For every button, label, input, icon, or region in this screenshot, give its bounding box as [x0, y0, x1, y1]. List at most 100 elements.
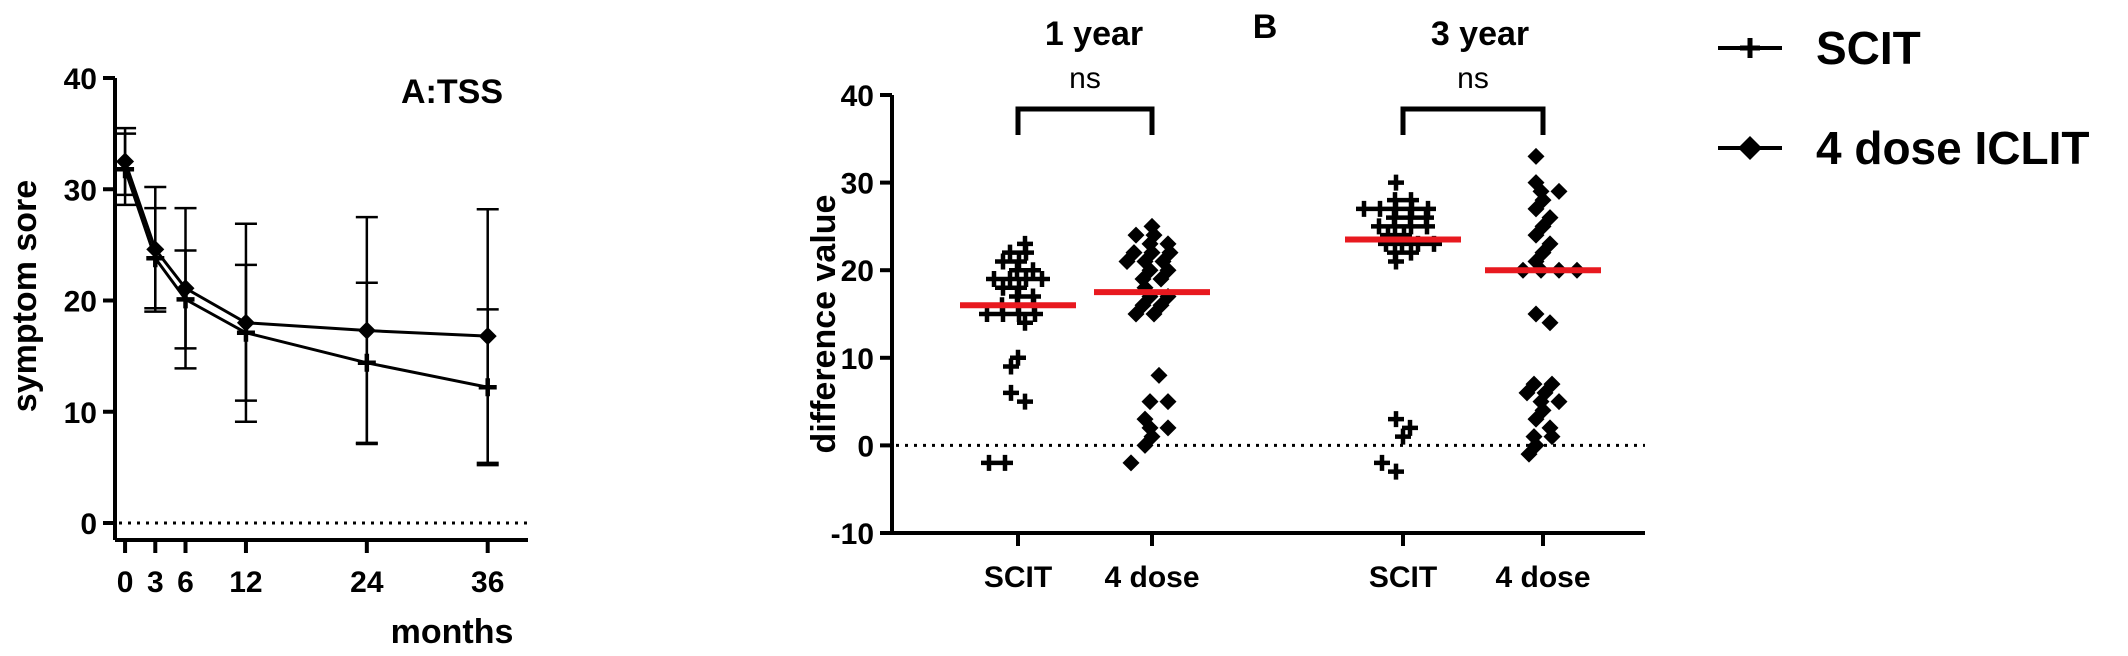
- panel-b-group-title-3-year: 3 year: [1431, 15, 1529, 53]
- panel-b-title: B: [1253, 8, 1278, 46]
- panel-b-point-1: [1159, 235, 1177, 253]
- panel-b-y-axis-label: difference value: [805, 195, 843, 454]
- panel-b-point-2: [1402, 419, 1418, 436]
- panel-b-point-0: [1017, 235, 1033, 252]
- panel-a-point-iclit: [176, 279, 195, 298]
- panel-b-point-2: [1403, 244, 1419, 261]
- panel-b-point-0: [997, 454, 1013, 471]
- panel-b-point-2: [1388, 174, 1404, 191]
- panel-b-point-3: [1541, 235, 1559, 253]
- panel-a-x-axis-label: months: [391, 613, 514, 651]
- panel-b-point-2: [1356, 200, 1372, 217]
- panel-b-point-3: [1527, 305, 1545, 323]
- panel-b-point-2: [1395, 428, 1411, 445]
- panel-b-point-0: [995, 279, 1011, 296]
- panel-a-y-tick-label: 40: [64, 63, 97, 96]
- panel-b-y-tick-label: -10: [831, 518, 874, 551]
- panel-b-point-2: [1372, 200, 1388, 217]
- panel-b-x-tick-label: 4 dose: [1495, 561, 1590, 594]
- panel-b-point-3: [1520, 445, 1538, 463]
- plus-marker-icon: [1740, 38, 1760, 58]
- panel-b-x-tick-label: SCIT: [984, 561, 1052, 594]
- panel-b-y-tick-label: 40: [841, 80, 874, 113]
- panel-b-point-3: [1550, 182, 1568, 200]
- panel-a-line-scit: [123, 168, 489, 389]
- panel-a-line-iclit: [123, 160, 488, 338]
- panel-b-y-tick-label: 0: [857, 430, 874, 463]
- panel-b-point-1: [1150, 366, 1168, 384]
- panel-b-point-0: [1002, 244, 1018, 261]
- panel-b-point-0: [1017, 314, 1033, 331]
- panel-b-point-0: [979, 306, 995, 322]
- panel-a-x-tick-label: 24: [350, 566, 384, 599]
- legend-item-4-dose-iclit: 4 dose ICLIT: [1718, 122, 2089, 174]
- panel-a-x-tick-label: 0: [117, 566, 134, 599]
- panel-b-plot: -10 0 10 20 30 40 SCIT 4 dose SCIT 4 dose ns ns: [831, 62, 1645, 594]
- panel-a-point-iclit: [116, 152, 135, 171]
- panel-b-point-1: [1127, 226, 1145, 244]
- panel-b-point-0: [1011, 253, 1027, 270]
- panel-b-point-2: [1371, 218, 1387, 235]
- panel-b-x-tick-label: SCIT: [1369, 561, 1437, 594]
- panel-b-point-3: [1541, 209, 1559, 227]
- panel-b-point-0: [1002, 270, 1018, 287]
- panel-a-title: A:TSS: [401, 73, 503, 111]
- significance-label: ns: [1457, 62, 1489, 95]
- panel-b-point-1: [1159, 419, 1177, 437]
- panel-b-point-0: [1034, 270, 1050, 287]
- panel-b-point-0: [1003, 358, 1019, 375]
- panel-b-point-3: [1541, 314, 1559, 332]
- panel-b-x-tick-label: 4 dose: [1104, 561, 1199, 594]
- panel-b-point-2: [1374, 454, 1390, 471]
- panel-a-y-tick-label: 30: [64, 174, 97, 207]
- panel-a-point-iclit: [236, 313, 255, 332]
- panel-b-point-0: [1003, 384, 1019, 401]
- panel-b-point-2: [1388, 463, 1404, 480]
- panel-b-point-3: [1541, 419, 1559, 437]
- panel-b-point-0: [1025, 288, 1041, 305]
- panel-b-point-3: [1527, 147, 1545, 165]
- panel-b-point-0: [1010, 349, 1026, 366]
- panel-b-point-2: [1387, 244, 1403, 261]
- significance-bracket: [1015, 106, 1155, 135]
- panel-a-x-tick-label: 6: [177, 566, 194, 599]
- panel-b-point-1: [1159, 393, 1177, 411]
- panel-a-point-iclit: [146, 240, 165, 259]
- significance-bracket: [1400, 106, 1546, 135]
- legend-item-scit: SCIT: [1718, 22, 1921, 74]
- panel-a-point-iclit: [357, 321, 376, 340]
- panel-b-point-2: [1388, 411, 1404, 428]
- significance-label: ns: [1069, 62, 1101, 95]
- legend-label-4-dose-iclit: 4 dose ICLIT: [1816, 122, 2089, 174]
- panel-b-point-1: [1143, 217, 1161, 235]
- legend: SCIT 4 dose ICLIT: [1718, 22, 2089, 174]
- panel-b-point-2: [1403, 192, 1419, 209]
- panel-b-point-1: [1136, 410, 1154, 428]
- panel-b-y-tick-label: 30: [841, 168, 874, 201]
- panel-b-point-2: [1387, 192, 1403, 209]
- panel-b-point-2: [1420, 200, 1436, 217]
- panel-b-point-3: [1525, 428, 1543, 446]
- panel-b-point-3: [1543, 375, 1561, 393]
- panel-b-point-0: [1018, 270, 1034, 287]
- panel-b-point-0: [986, 270, 1002, 287]
- panel-b-group-title-1-year: 1 year: [1045, 15, 1143, 53]
- panel-b-point-3: [1550, 393, 1568, 411]
- panel-b-point-1: [1141, 393, 1159, 411]
- legend-label-scit: SCIT: [1816, 22, 1921, 74]
- panel-b-point-3: [1525, 375, 1543, 393]
- panel-b-point-1: [1122, 454, 1140, 472]
- panel-b-point-0: [1017, 393, 1033, 410]
- panel-b-point-0: [981, 454, 997, 471]
- panel-a-x-tick-label: 12: [229, 566, 262, 599]
- panel-a-y-tick-label: 10: [64, 397, 97, 430]
- panel-a-point-iclit: [478, 327, 497, 346]
- panel-b-y-tick-label: 20: [841, 255, 874, 288]
- panel-a-x-tick-label: 36: [471, 566, 504, 599]
- panel-a-y-axis-label: symptom sore: [6, 180, 44, 412]
- panel-b-point-1: [1125, 244, 1143, 262]
- panel-b-point-0: [1025, 262, 1041, 279]
- panel-b-point-0: [1011, 279, 1027, 296]
- panel-a-y-tick-label: 0: [80, 508, 97, 541]
